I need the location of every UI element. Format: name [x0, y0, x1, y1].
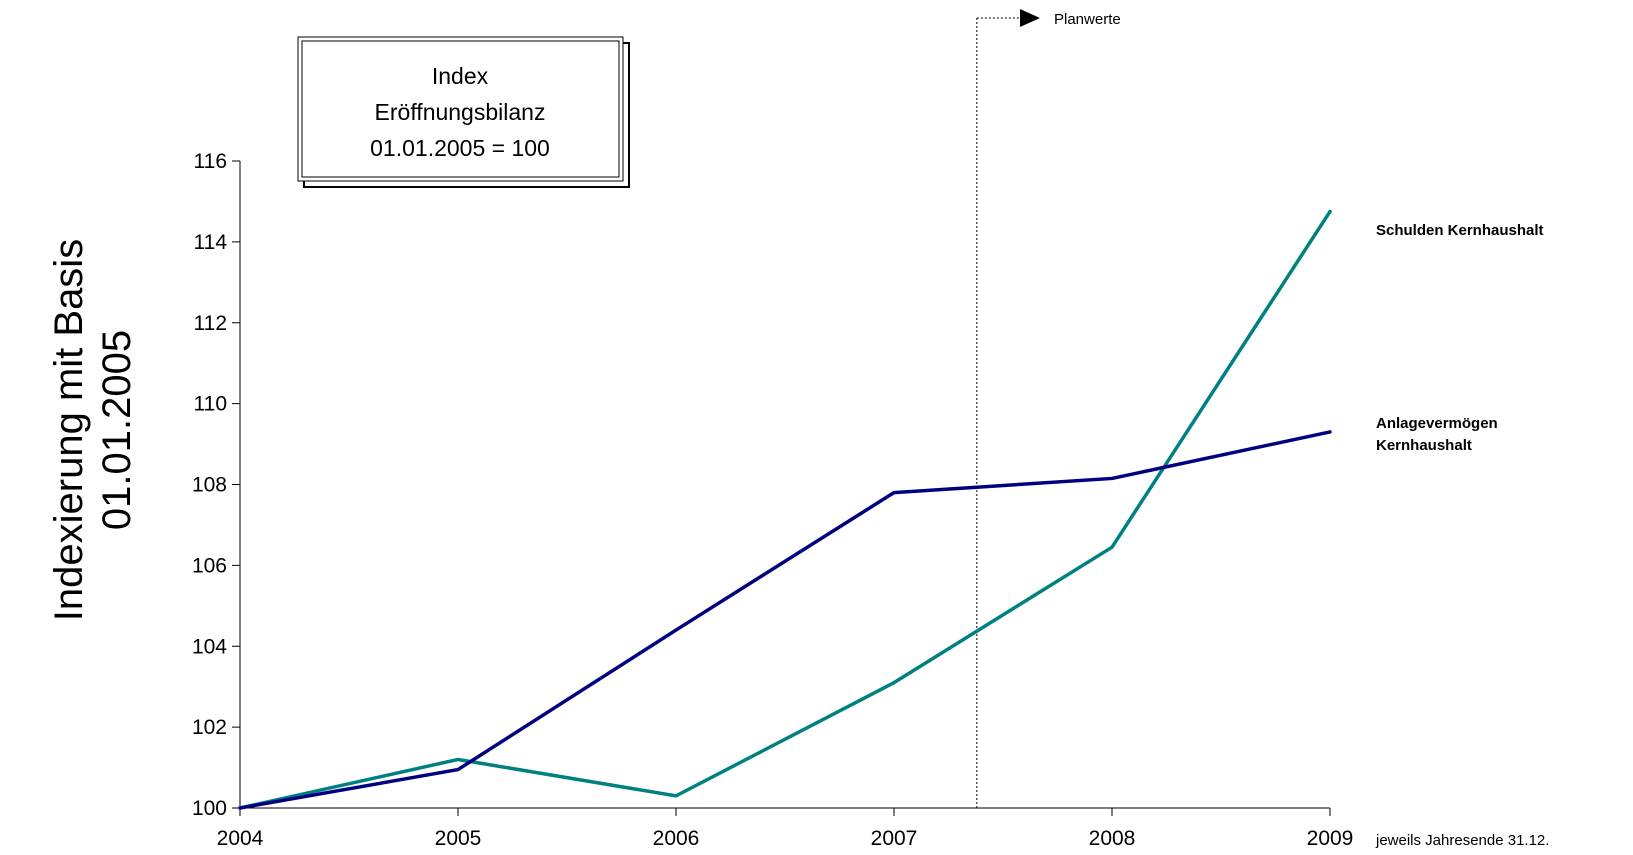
y-tick-label: 108 — [192, 474, 227, 497]
series-0-point — [892, 681, 896, 685]
y-tick-label: 104 — [192, 635, 227, 658]
y-axis-title-line2: 01.01.2005 — [95, 330, 139, 530]
y-tick-label: 100 — [192, 797, 227, 820]
series-1-point — [892, 491, 896, 495]
y-tick-label: 114 — [194, 231, 228, 254]
x-tick-label: 2005 — [435, 827, 482, 850]
series-1-point — [1110, 476, 1114, 480]
series-label-anlage-line1: Anlagevermögen — [1376, 415, 1498, 432]
index-box-line1: Index — [432, 63, 489, 89]
series-1-point — [238, 806, 242, 810]
x-tick-label: 2009 — [1307, 827, 1354, 850]
x-tick-label: 2004 — [217, 827, 264, 850]
series-0-point — [674, 794, 678, 798]
plan-label: Planwerte — [1054, 11, 1121, 28]
y-tick-label: 110 — [194, 393, 227, 416]
y-axis-title-line1: Indexierung mit Basis — [47, 239, 91, 621]
y-tick-label: 112 — [194, 312, 227, 335]
x-tick-label: 2007 — [871, 827, 918, 850]
series-label-anlage-line2: Kernhaushalt — [1376, 437, 1472, 454]
x-tick-label: 2008 — [1089, 827, 1136, 850]
series-line-1 — [238, 430, 1332, 810]
x-tick-label: 2006 — [653, 827, 700, 850]
series-0-point — [1110, 545, 1114, 549]
series-line-0 — [238, 209, 1332, 810]
index-box: Index Eröffnungsbilanz 01.01.2005 = 100 — [297, 36, 630, 188]
series-1-point — [674, 628, 678, 632]
series-1-point — [1328, 430, 1332, 434]
y-tick-label: 102 — [192, 716, 227, 739]
index-box-line2: Eröffnungsbilanz — [375, 99, 546, 125]
plan-arrow-head-icon — [1020, 9, 1040, 27]
x-axis-note: jeweils Jahresende 31.12. — [1375, 832, 1549, 849]
index-box-line3: 01.01.2005 = 100 — [370, 135, 550, 161]
series-0-point — [1328, 210, 1332, 214]
y-tick-label: 116 — [194, 150, 227, 173]
series-label-schulden: Schulden Kernhaushalt — [1376, 222, 1544, 239]
series-1-point — [456, 768, 460, 772]
y-axis-title: Indexierung mit Basis 01.01.2005 — [47, 239, 139, 621]
series-0-point — [456, 757, 460, 761]
y-tick-label: 106 — [192, 554, 227, 577]
